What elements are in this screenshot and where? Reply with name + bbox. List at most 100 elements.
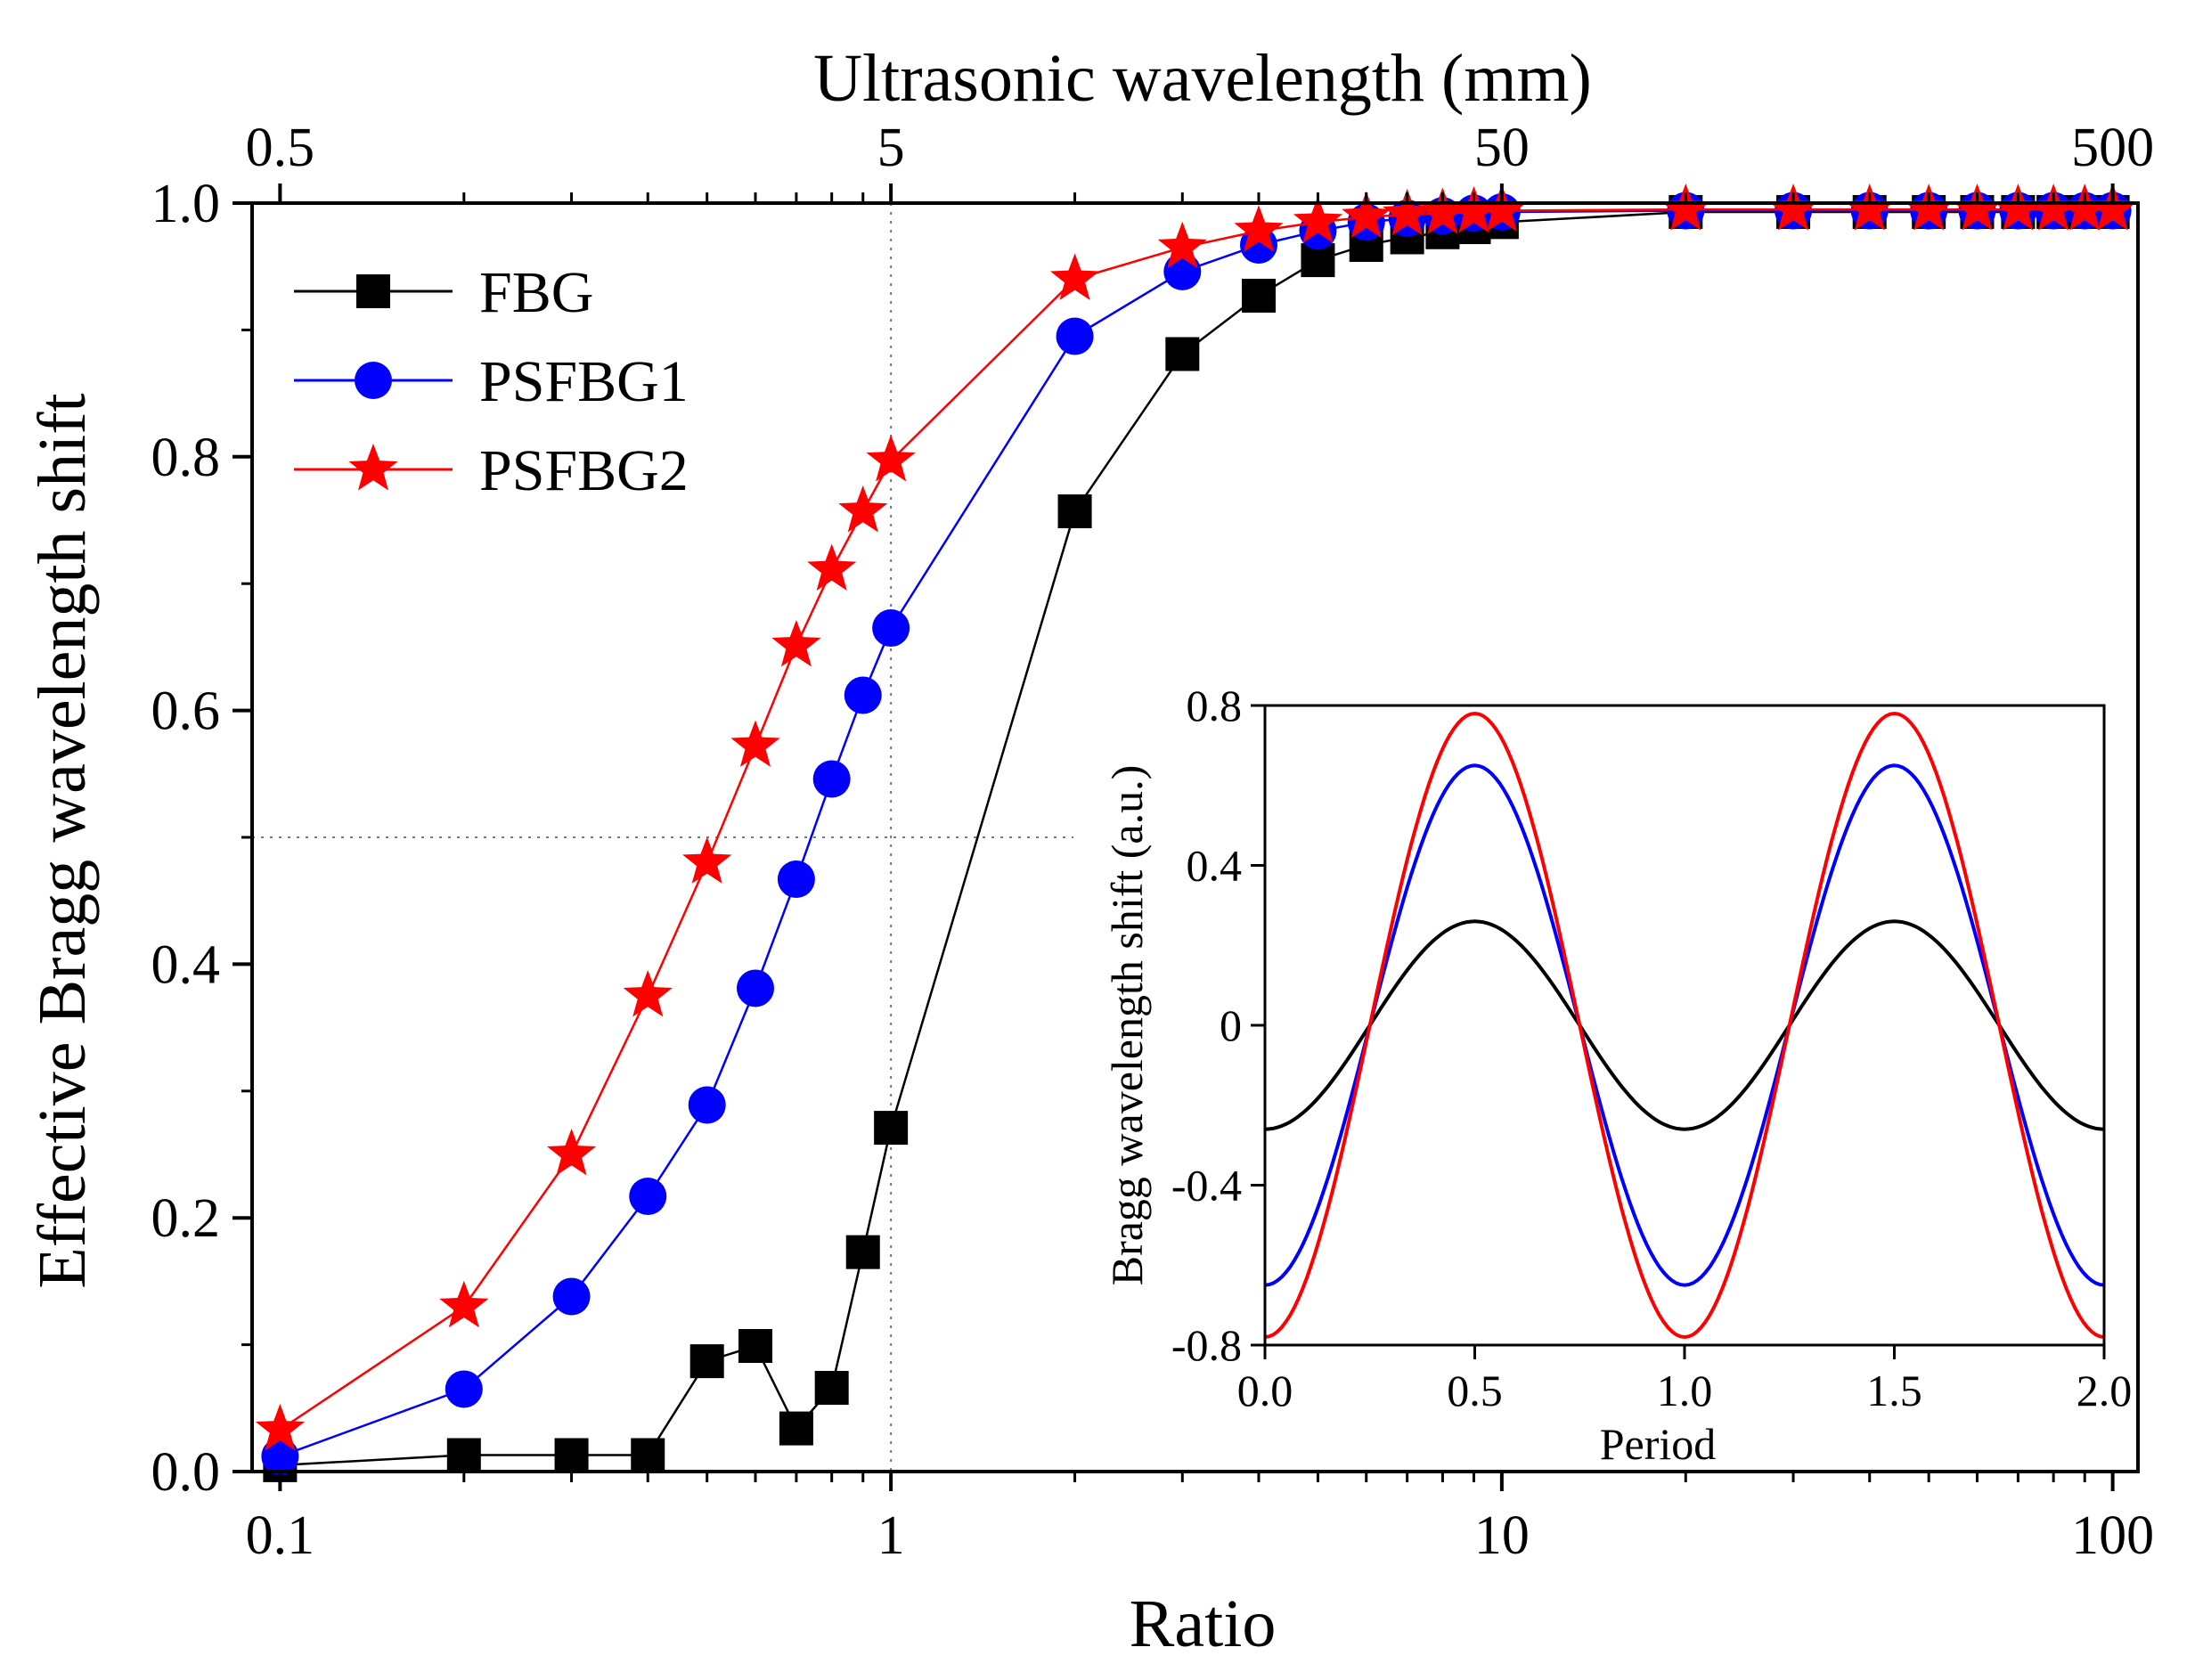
- data-point-psfbg2: [1157, 221, 1207, 269]
- inset-y-tick-label: -0.4: [1171, 1161, 1242, 1211]
- top-tick-label: 0.5: [246, 118, 315, 178]
- data-point-psfbg2: [682, 836, 732, 884]
- top-axis-title: Ultrasonic wavelength (mm): [813, 41, 1592, 116]
- data-point-psfbg2: [1845, 183, 1895, 231]
- data-point-psfbg2: [1904, 183, 1954, 231]
- data-point-psfbg2: [2028, 183, 2078, 231]
- main-axes: 0.1 0.5 1 5 10 50 100 500 0.0 0.2 0.4 0.6 0.8 1.0: [151, 118, 2155, 1566]
- series-line-psfbg2: [279, 208, 2113, 1431]
- series-line-psfbg1: [279, 209, 2113, 1458]
- inset-y-tick-label: 0.8: [1187, 681, 1243, 730]
- data-point-psfbg1: [552, 1277, 591, 1316]
- data-point-psfbg1: [261, 1437, 299, 1475]
- data-point-fbg: [1057, 494, 1092, 529]
- data-point-psfbg2: [255, 1404, 305, 1451]
- legend-marker-fbg: [356, 274, 390, 308]
- data-point-psfbg1: [1163, 252, 1202, 290]
- data-point-psfbg2: [1768, 183, 1818, 231]
- y-axis-title: Effective Bragg wavelength shift: [25, 393, 100, 1288]
- data-point-fbg: [845, 1235, 880, 1269]
- top-tick-label: 500: [2071, 118, 2154, 178]
- series-psfbg2: [255, 183, 2138, 1451]
- inset-background: [1265, 705, 2104, 1345]
- inset-curve-fbg: [1264, 919, 2105, 1131]
- data-point-psfbg2: [1477, 184, 1527, 232]
- y-tick-label: 1.0: [151, 174, 221, 234]
- data-point-psfbg1: [777, 860, 815, 898]
- legend-marker-psfbg2: [348, 444, 398, 491]
- data-point-psfbg2: [547, 1129, 597, 1176]
- legend-label-psfbg1: PSFBG1: [479, 349, 689, 414]
- data-point-psfbg1: [812, 760, 851, 798]
- data-point-fbg: [554, 1438, 589, 1472]
- data-point-psfbg2: [1293, 196, 1342, 243]
- data-point-psfbg2: [807, 543, 857, 591]
- data-point-psfbg2: [1050, 253, 1100, 300]
- data-point-psfbg1: [872, 609, 910, 648]
- data-point-psfbg2: [1234, 205, 1284, 252]
- data-point-fbg: [446, 1438, 481, 1472]
- data-point-fbg: [1165, 337, 1200, 371]
- main-reference-lines: [252, 203, 1073, 1472]
- data-point-fbg: [631, 1438, 665, 1472]
- inset-series-layer: [1264, 711, 2105, 1340]
- data-point-psfbg2: [623, 970, 673, 1017]
- data-point-psfbg2: [1383, 188, 1432, 236]
- data-point-psfbg2: [1993, 183, 2043, 231]
- x-tick-label: 100: [2071, 1505, 2154, 1566]
- y-tick-label: 0.8: [151, 428, 221, 488]
- data-point-fbg: [779, 1411, 813, 1446]
- data-point-psfbg2: [2060, 183, 2109, 231]
- series-line-fbg: [280, 210, 2113, 1467]
- legend: FBG PSFBG1 PSFBG2: [294, 260, 689, 503]
- data-point-psfbg2: [771, 620, 821, 667]
- top-tick-label: 5: [877, 118, 905, 178]
- data-point-psfbg1: [736, 969, 774, 1007]
- y-tick-label: 0.2: [151, 1188, 221, 1249]
- inset-axes: 0.0 0.5 1.0 1.5 2.0 -0.8 -0.4 0 0.4 0.8: [1171, 681, 2132, 1415]
- inset-x-tick-label: 0.5: [1447, 1366, 1503, 1415]
- inset-y-axis-title: Bragg wavelength shift (a.u.): [1102, 765, 1152, 1286]
- inset-x-tick-label: 0.0: [1237, 1366, 1293, 1415]
- data-point-psfbg1: [688, 1086, 726, 1124]
- data-point-psfbg1: [1056, 317, 1094, 355]
- top-tick-label: 50: [1474, 118, 1530, 178]
- y-tick-label: 0.6: [151, 681, 221, 742]
- inset-y-tick-label: -0.8: [1171, 1320, 1242, 1370]
- legend-label-fbg: FBG: [479, 260, 593, 325]
- x-tick-label: 0.1: [246, 1505, 315, 1566]
- legend-label-psfbg2: PSFBG2: [479, 438, 689, 503]
- data-point-fbg: [1241, 278, 1276, 313]
- data-point-psfbg2: [1660, 183, 1710, 231]
- data-point-psfbg2: [730, 720, 780, 767]
- data-point-fbg: [874, 1111, 909, 1146]
- inset-x-tick-label: 1.5: [1866, 1366, 1922, 1415]
- data-point-psfbg1: [629, 1177, 667, 1215]
- y-tick-label: 0.4: [151, 934, 221, 995]
- x-tick-label: 1: [877, 1505, 905, 1566]
- data-point-psfbg2: [1417, 187, 1467, 234]
- inset-curve-psfbg2: [1264, 711, 2105, 1340]
- data-point-psfbg2: [2088, 183, 2138, 231]
- data-point-psfbg1: [844, 676, 882, 714]
- data-point-psfbg2: [1342, 191, 1391, 239]
- y-tick-label: 0.0: [151, 1442, 221, 1503]
- data-point-psfbg1: [445, 1370, 483, 1408]
- data-point-fbg: [814, 1371, 849, 1406]
- data-point-psfbg2: [439, 1280, 489, 1328]
- inset-x-axis-title: Period: [1600, 1419, 1717, 1469]
- inset-curve-psfbg1: [1264, 763, 2105, 1287]
- data-point-psfbg2: [838, 485, 888, 533]
- data-point-psfbg2: [1448, 186, 1499, 233]
- data-point-psfbg2: [866, 435, 916, 482]
- x-tick-label: 10: [1474, 1505, 1530, 1566]
- x-axis-title: Ratio: [1130, 1586, 1277, 1661]
- inset-y-tick-label: 0: [1220, 1000, 1242, 1050]
- inset-y-tick-label: 0.4: [1187, 841, 1243, 891]
- inset-x-tick-label: 2.0: [2077, 1366, 2133, 1415]
- data-point-psfbg2: [1952, 183, 2003, 231]
- data-point-fbg: [689, 1344, 724, 1379]
- inset-x-tick-label: 1.0: [1657, 1366, 1713, 1415]
- legend-marker-psfbg1: [355, 362, 392, 399]
